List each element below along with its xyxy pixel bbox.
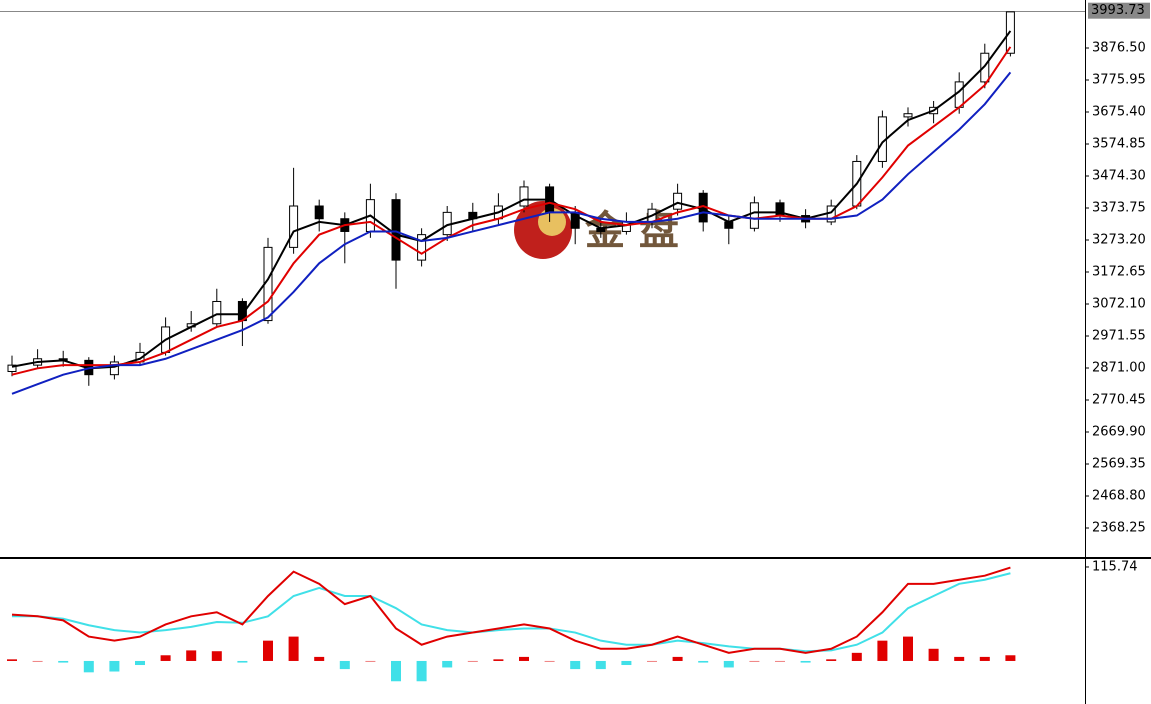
histogram-bar <box>979 656 990 661</box>
y-tick-label: 3373.75 <box>1092 200 1146 215</box>
candle-body <box>314 205 324 220</box>
histogram-bar <box>877 640 888 661</box>
moving-average <box>11 30 1012 370</box>
histogram-bar <box>519 656 529 661</box>
signal-line <box>12 572 1011 653</box>
watermark-logo <box>538 208 566 236</box>
histogram-bar <box>442 660 453 668</box>
y-tick-label: 3172.65 <box>1092 264 1146 279</box>
histogram-bar <box>58 660 69 663</box>
y-tick-label: 2669.90 <box>1092 424 1146 439</box>
y-tick-label: 2569.35 <box>1092 456 1146 471</box>
histogram-bar <box>160 655 171 661</box>
histogram-bar <box>339 660 350 670</box>
last-price-box <box>1088 2 1150 19</box>
histogram-bar <box>237 660 248 663</box>
last-price-label: 3993.73 <box>1091 3 1145 18</box>
moving-average <box>11 46 1012 376</box>
histogram-bar <box>365 660 376 662</box>
candle-body <box>417 234 427 261</box>
histogram-bar <box>749 660 760 662</box>
histogram-bar <box>570 660 581 670</box>
y-tick-label: 3876.50 <box>1092 40 1146 55</box>
histogram-bar <box>314 656 325 661</box>
y-tick-label: 3775.95 <box>1092 72 1146 87</box>
histogram-bar <box>135 660 145 666</box>
candle-body <box>391 199 401 261</box>
histogram-bar <box>826 659 837 661</box>
histogram-bar <box>647 660 657 662</box>
histogram-bar <box>416 660 427 682</box>
histogram-bar <box>263 640 273 661</box>
y-tick-label: 115.74 <box>1092 559 1138 574</box>
candle-body <box>749 202 759 229</box>
histogram-bar <box>672 656 683 661</box>
histogram-bar <box>1005 655 1016 661</box>
histogram-bar <box>544 660 555 662</box>
histogram-bar <box>698 660 709 663</box>
histogram-bar <box>391 660 401 682</box>
histogram-bar <box>723 660 734 668</box>
histogram-bar <box>903 636 913 661</box>
histogram-bar <box>595 660 606 670</box>
y-tick-label: 3072.10 <box>1092 296 1146 311</box>
y-tick-label: 3474.30 <box>1092 168 1146 183</box>
y-tick-label: 2468.80 <box>1092 488 1146 503</box>
y-tick-label: 2368.25 <box>1092 520 1146 535</box>
histogram-bar <box>493 659 504 661</box>
histogram-bar <box>621 660 632 666</box>
histogram-bar <box>186 650 197 661</box>
histogram-bar <box>928 648 939 661</box>
candle-body <box>289 205 299 248</box>
histogram-bar <box>954 656 965 661</box>
macd-line <box>11 566 1011 654</box>
histogram-bar <box>109 660 120 672</box>
moving-average <box>11 71 1012 395</box>
histogram-bar <box>288 636 299 661</box>
candle-body <box>109 361 119 376</box>
candle-body <box>212 300 222 325</box>
y-tick-label: 3574.85 <box>1092 136 1146 151</box>
y-tick-label: 3675.40 <box>1092 104 1146 119</box>
histogram-bar <box>83 660 94 673</box>
candle-body <box>903 113 913 118</box>
y-tick-label: 2971.55 <box>1092 328 1146 343</box>
histogram-bar <box>211 651 222 661</box>
histogram-bar <box>7 659 17 661</box>
histogram-bar <box>775 660 785 662</box>
candle-body <box>7 364 17 372</box>
histogram-bar <box>800 660 811 663</box>
y-tick-label: 2871.00 <box>1092 360 1146 375</box>
watermark: 金 盘 <box>514 201 679 259</box>
candle-body <box>673 192 683 210</box>
y-tick-label: 3273.20 <box>1092 232 1146 247</box>
candle-body <box>980 52 990 83</box>
y-tick-label: 2770.45 <box>1092 392 1146 407</box>
histogram-bar <box>32 660 43 662</box>
histogram-bar <box>851 652 862 661</box>
candle-body <box>519 186 529 207</box>
histogram-bar <box>467 660 478 662</box>
